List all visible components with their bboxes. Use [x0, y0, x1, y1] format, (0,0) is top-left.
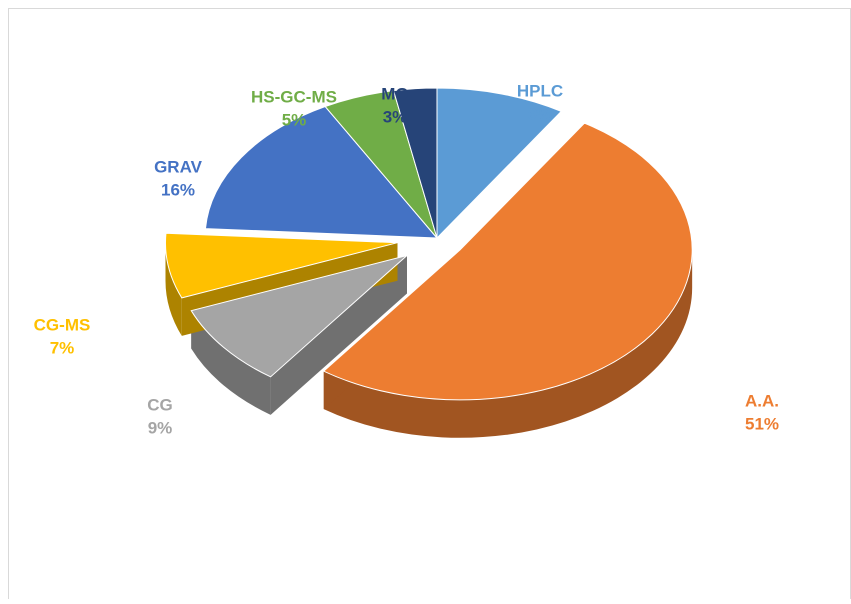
slice-label-name: HS-GC-MS: [251, 87, 337, 106]
slice-label-value: 3%: [383, 107, 408, 126]
slice-label-name: GRAV: [154, 157, 203, 176]
slice: [204, 105, 439, 239]
slice-label-value: 16%: [161, 180, 195, 199]
slice-label-name: A.A.: [745, 391, 779, 410]
slice-label-value: 7%: [50, 338, 75, 357]
slice-label-name: CG: [147, 395, 173, 414]
slice-label-name: MO: [381, 84, 408, 103]
slice-side: [323, 249, 693, 438]
slice: [322, 122, 693, 401]
slice-side: [165, 242, 182, 336]
slice: [392, 87, 438, 239]
slice-label-name: HPLC: [517, 81, 563, 100]
slice-label-name: CG-MS: [34, 315, 91, 334]
slice-label-value: 51%: [745, 414, 779, 433]
slice: [436, 87, 563, 240]
slice: [190, 254, 408, 378]
slice-label-value: 5%: [282, 110, 307, 129]
slice: [165, 232, 398, 299]
slice-label-value: 9%: [528, 104, 553, 123]
slice-label-value: 9%: [148, 418, 173, 437]
